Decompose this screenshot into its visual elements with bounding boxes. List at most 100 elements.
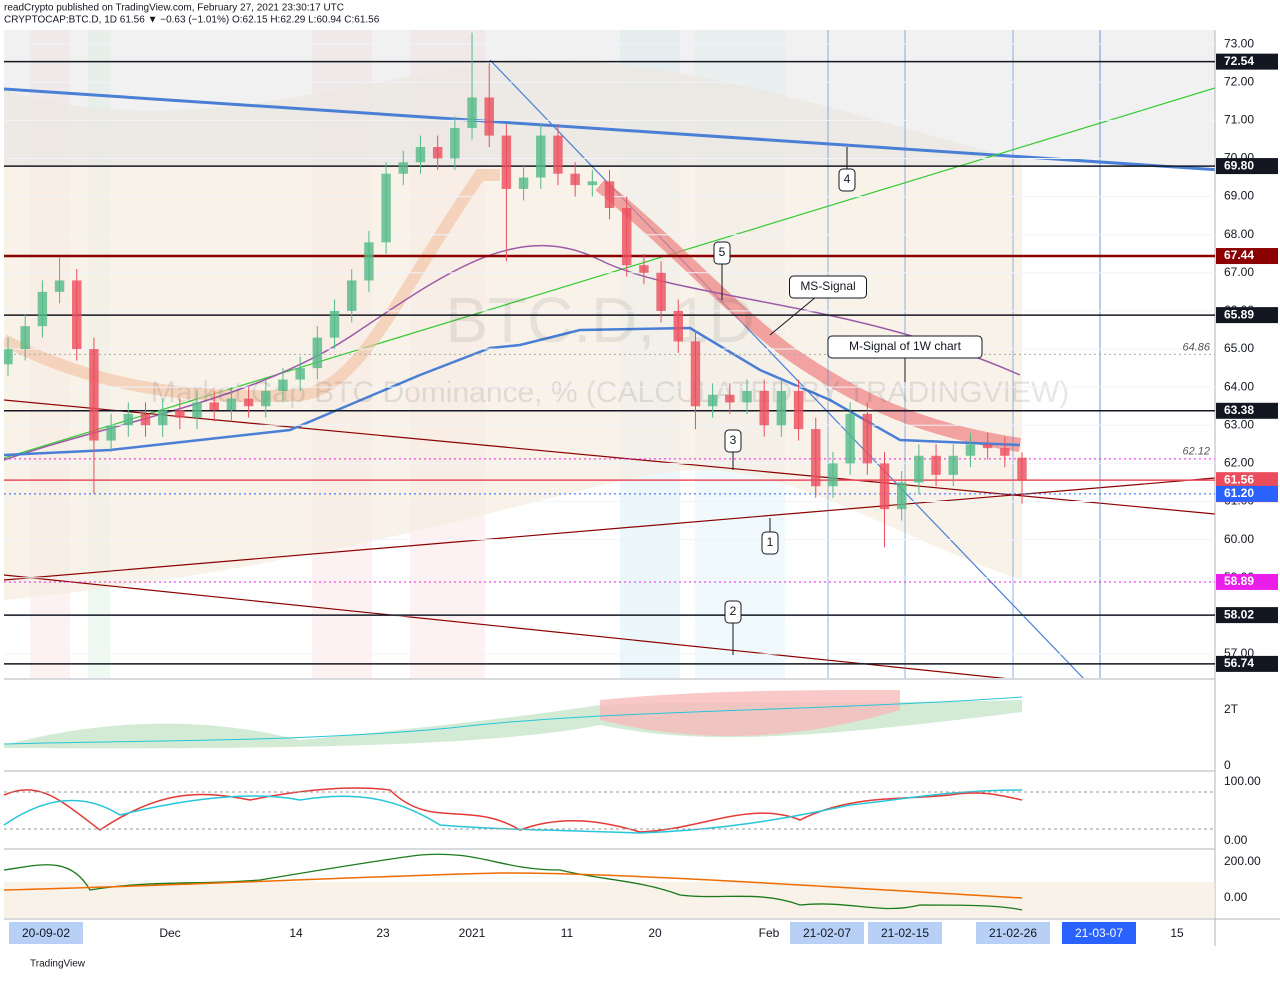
candle-body — [140, 413, 151, 426]
candle-body — [604, 181, 615, 209]
time-badge — [9, 922, 83, 944]
y-tick-label: 63.00 — [1224, 417, 1254, 431]
y-tick-label: 65.00 — [1224, 341, 1254, 355]
price-badge — [1216, 573, 1278, 590]
x-tick-label: 20-09-02 — [22, 926, 70, 940]
candle-body — [965, 444, 976, 456]
price-badge — [1216, 485, 1278, 502]
candle-body — [295, 368, 305, 380]
annotation-box — [713, 241, 731, 265]
candle-body — [621, 208, 632, 266]
x-tick-label: 11 — [561, 926, 574, 940]
candle-body — [467, 97, 477, 128]
y-tick-label: 72.00 — [1224, 74, 1254, 88]
x-tick-label: 20 — [648, 926, 662, 940]
pane-ticks: 2T 0 100.00 0.00 200.00 0.00 — [1224, 702, 1261, 904]
candle-body — [570, 173, 580, 186]
candle-body — [381, 173, 391, 243]
time-badge — [1062, 922, 1136, 944]
price-badge — [1216, 307, 1278, 324]
candle-body — [742, 390, 752, 403]
y-tick-label: 69.00 — [1224, 189, 1254, 203]
price-badge — [1216, 655, 1278, 672]
x-tick-label: 2021 — [459, 926, 486, 940]
annotation: 5 — [713, 241, 731, 300]
candle-body — [845, 413, 855, 464]
candle-body — [828, 463, 838, 487]
candle-body — [879, 463, 890, 510]
time-badge — [790, 922, 864, 944]
candle-body — [776, 390, 787, 426]
y-tick-label: 64.00 — [1224, 379, 1254, 393]
annotation: M-Signal of 1W chart — [827, 335, 983, 382]
candle-body — [123, 413, 134, 426]
price-badge-label: 58.02 — [1224, 607, 1254, 621]
level-label: 64.86 — [1182, 341, 1210, 353]
x-tick-label: 14 — [289, 926, 303, 940]
candle-body — [501, 135, 512, 189]
header-symbol: CRYPTOCAP:BTC.D, 1D 61.56 ▼ −0.63 (−1.01… — [4, 15, 380, 26]
pane-tick-label: 200.00 — [1224, 854, 1261, 868]
pane-tick-label: 0.00 — [1224, 890, 1248, 904]
candle-body — [243, 398, 254, 407]
candle-body — [862, 413, 873, 464]
y-tick-label: 60.00 — [1224, 532, 1254, 546]
candle-body — [209, 402, 219, 411]
candle-body — [948, 455, 958, 475]
annotation: 3 — [724, 429, 742, 470]
candle-body — [54, 280, 65, 292]
candle-body — [982, 444, 993, 449]
candle-body — [1000, 448, 1010, 456]
x-tick-label: 21-03-07 — [1075, 926, 1123, 940]
price-badge — [1216, 472, 1278, 489]
candle-body — [707, 394, 718, 407]
price-badge-label: 72.54 — [1224, 54, 1254, 68]
candle-body — [398, 162, 409, 174]
price-badge-label: 61.56 — [1224, 472, 1254, 486]
watermark-subtitle: Market Cap BTC Dominance, % (CALCULATED … — [151, 376, 1070, 409]
annotation-box — [761, 531, 779, 555]
y-tick-label: 68.00 — [1224, 227, 1254, 241]
annotation-box — [827, 335, 983, 359]
candle-body — [793, 390, 804, 430]
levels: 64.86 62.12 — [4, 60, 1215, 665]
candle-body — [673, 310, 683, 342]
y-tick-label: 67.00 — [1224, 265, 1254, 279]
annotation-label: MS-Signal — [800, 279, 855, 293]
annotation: 1 — [761, 518, 779, 555]
annotation: MS-Signal — [769, 275, 867, 336]
candle-body — [518, 177, 529, 189]
annotation-label: 3 — [730, 433, 737, 447]
price-badge — [1216, 607, 1278, 624]
candle-body — [450, 127, 460, 159]
x-tick-label: Dec — [159, 926, 180, 940]
candle-body — [656, 272, 666, 311]
price-badge-label: 58.89 — [1224, 574, 1254, 588]
pane-tick-label: 0 — [1224, 758, 1231, 772]
annotation-label: 1 — [767, 535, 774, 549]
candle-body — [347, 280, 357, 311]
pane-tick-label: 2T — [1224, 702, 1239, 716]
pane-tick-label: 0.00 — [1224, 833, 1248, 847]
annotation-box — [789, 275, 867, 299]
candle-body — [4, 349, 13, 365]
candle-body — [72, 280, 82, 350]
x-tick-label: 21-02-26 — [989, 926, 1037, 940]
price-badge-label: 65.89 — [1224, 307, 1254, 321]
footer-brand: TradingView — [30, 959, 86, 970]
x-tick-label: 23 — [376, 926, 390, 940]
candle-body — [690, 341, 701, 407]
candle-body — [261, 390, 271, 407]
x-tick-label: 15 — [1170, 926, 1184, 940]
x-tick-label: 21-02-07 — [803, 926, 851, 940]
candle-body — [329, 310, 340, 338]
candle-body — [914, 455, 924, 483]
candle-body — [725, 394, 735, 403]
candles — [4, 32, 1027, 548]
candle-body — [484, 97, 494, 136]
candle-body — [175, 410, 185, 418]
annotation: 2 — [724, 600, 742, 655]
annotation-label: 5 — [719, 245, 726, 259]
annotation-label: 2 — [730, 604, 737, 618]
y-tick-label: 62.00 — [1224, 456, 1254, 470]
